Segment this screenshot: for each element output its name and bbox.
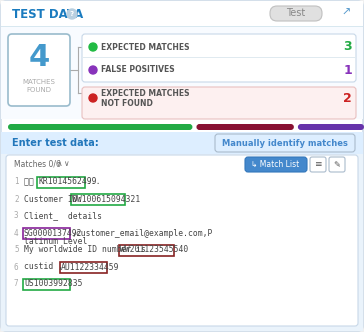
Text: KR1014562499: KR1014562499 — [39, 178, 97, 187]
Text: FOUND: FOUND — [27, 87, 51, 93]
Text: custid ,: custid , — [24, 263, 73, 272]
FancyBboxPatch shape — [298, 124, 364, 130]
Bar — [23, 279, 70, 290]
Text: Matches 0/6: Matches 0/6 — [14, 159, 61, 169]
Text: ∨: ∨ — [63, 159, 69, 169]
FancyBboxPatch shape — [245, 157, 307, 172]
Text: ≡: ≡ — [314, 160, 322, 169]
FancyBboxPatch shape — [8, 124, 193, 130]
Text: NOT FOUND: NOT FOUND — [101, 100, 153, 109]
Text: 3: 3 — [343, 41, 352, 53]
Bar — [119, 244, 174, 256]
Text: Manually identify matches: Manually identify matches — [222, 138, 348, 147]
Bar — [23, 227, 70, 238]
FancyBboxPatch shape — [82, 34, 356, 82]
Bar — [1, 26, 363, 27]
Text: ?: ? — [70, 11, 74, 17]
Text: EXPECTED MATCHES: EXPECTED MATCHES — [101, 42, 190, 51]
Text: US1003992835: US1003992835 — [24, 280, 83, 289]
Text: AU1122334459: AU1122334459 — [61, 263, 119, 272]
Text: Customer ID:: Customer ID: — [24, 195, 87, 204]
Bar — [1, 27, 363, 119]
Bar — [1, 1, 363, 27]
Text: 7: 7 — [14, 280, 19, 289]
Text: 1: 1 — [343, 63, 352, 76]
Text: latinum Level: latinum Level — [24, 237, 87, 246]
Bar — [71, 194, 126, 205]
Text: 4: 4 — [14, 228, 19, 237]
Text: 1: 1 — [14, 178, 19, 187]
FancyBboxPatch shape — [197, 124, 294, 130]
Text: Test: Test — [286, 9, 306, 19]
Circle shape — [67, 9, 77, 19]
Text: FALSE POSITIVES: FALSE POSITIVES — [101, 65, 175, 74]
Circle shape — [89, 43, 97, 51]
Text: TEST DATA: TEST DATA — [12, 8, 83, 21]
Text: EXPECTED MATCHES: EXPECTED MATCHES — [101, 90, 190, 99]
Text: ,customer_email@example.com,P: ,customer_email@example.com,P — [71, 228, 213, 237]
Bar — [82, 57, 356, 58]
Text: WW100615094321: WW100615094321 — [72, 195, 141, 204]
Bar — [59, 262, 107, 273]
Text: 고객: 고객 — [24, 178, 44, 187]
Text: ∧: ∧ — [56, 159, 62, 169]
FancyBboxPatch shape — [310, 157, 326, 172]
Text: ...: ... — [86, 178, 101, 187]
Bar — [1, 132, 363, 154]
FancyBboxPatch shape — [270, 6, 322, 21]
Text: WW201123545540: WW201123545540 — [120, 245, 189, 255]
Text: ↗: ↗ — [341, 8, 351, 18]
Circle shape — [89, 66, 97, 74]
Text: 5: 5 — [14, 245, 19, 255]
FancyBboxPatch shape — [82, 87, 356, 119]
FancyBboxPatch shape — [8, 34, 70, 106]
Text: Client_  details: Client_ details — [24, 211, 102, 220]
Text: Enter test data:: Enter test data: — [12, 138, 99, 148]
Text: ↳ Match List: ↳ Match List — [251, 160, 299, 169]
FancyBboxPatch shape — [6, 155, 358, 326]
Text: SG0000137492: SG0000137492 — [24, 228, 83, 237]
Text: 2: 2 — [14, 195, 19, 204]
Text: 2: 2 — [343, 93, 352, 106]
Text: ✎: ✎ — [333, 160, 340, 169]
FancyBboxPatch shape — [215, 134, 355, 152]
Text: 4: 4 — [28, 43, 50, 72]
Text: MATCHES: MATCHES — [23, 79, 55, 85]
FancyBboxPatch shape — [329, 157, 345, 172]
Text: 6: 6 — [14, 263, 19, 272]
Bar — [1, 132, 363, 331]
Text: My worldwide ID number is: My worldwide ID number is — [24, 245, 151, 255]
Text: 3: 3 — [14, 211, 19, 220]
Circle shape — [89, 94, 97, 102]
Bar — [37, 177, 85, 188]
